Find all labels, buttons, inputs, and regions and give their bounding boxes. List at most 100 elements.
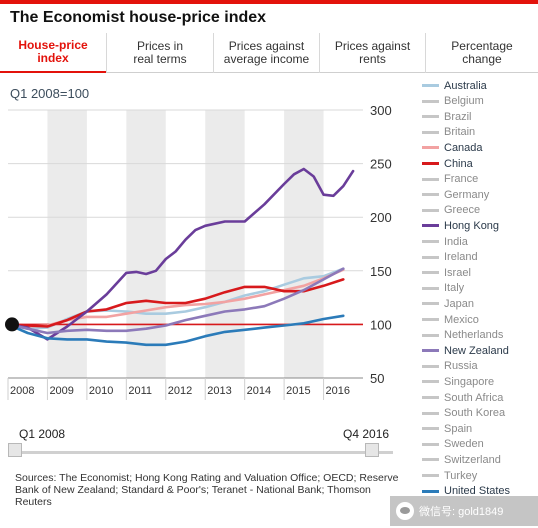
line-chart: 50 100 150 200 250 300 2008 2009 2010 2011 2012 201… (5, 103, 392, 400)
legend-item-britain[interactable]: Britain (422, 125, 538, 140)
legend-swatch (422, 489, 439, 493)
slider-start-label: Q1 2008 (19, 427, 66, 441)
legend-swatch (422, 302, 439, 306)
legend-item-new-zealand[interactable]: New Zealand (422, 343, 538, 358)
tab-prices-against-income[interactable]: Prices against average income (213, 33, 319, 73)
year-band (284, 110, 324, 378)
legend-item-russia[interactable]: Russia (422, 359, 538, 374)
tab-label: Percentage change (451, 39, 513, 66)
legend-swatch (422, 146, 439, 150)
legend-swatch (422, 458, 439, 462)
legend-label: China (444, 157, 473, 170)
legend-item-sweden[interactable]: Sweden (422, 437, 538, 452)
y-tick-label: 100 (370, 317, 392, 332)
x-tick-label: 2008 (10, 385, 34, 397)
legend-label: Hong Kong (444, 219, 500, 232)
x-tick-label: 2012 (168, 385, 192, 397)
legend-label: Singapore (444, 375, 495, 388)
legend-swatch (422, 286, 439, 290)
legend-swatch (422, 364, 439, 368)
slider-start-handle[interactable] (8, 443, 22, 457)
legend-item-singapore[interactable]: Singapore (422, 374, 538, 389)
legend-item-japan[interactable]: Japan (422, 296, 538, 311)
tab-prices-against-rents[interactable]: Prices against rents (319, 33, 425, 73)
legend-item-turkey[interactable]: Turkey (422, 468, 538, 483)
slider-end-label: Q4 2016 (343, 427, 390, 441)
legend-swatch (422, 349, 439, 353)
legend-item-belgium[interactable]: Belgium (422, 94, 538, 109)
legend-label: Switzerland (444, 453, 501, 466)
legend-label: Canada (444, 141, 483, 154)
x-tick-label: 2016 (326, 385, 350, 397)
year-band (126, 110, 166, 378)
x-tick-label: 2014 (247, 385, 271, 397)
y-tick-label: 250 (370, 157, 392, 172)
legend-swatch (422, 396, 439, 399)
legend-item-israel[interactable]: Israel (422, 265, 538, 280)
legend-item-brazil[interactable]: Brazil (422, 109, 538, 124)
legend-label: Spain (444, 422, 473, 435)
legend-label: Sweden (444, 438, 484, 451)
slider-track[interactable] (15, 451, 393, 454)
tab-percentage-change[interactable]: Percentage change (425, 33, 538, 73)
legend-swatch (422, 162, 439, 165)
legend-label: Ireland (444, 251, 478, 264)
legend-label: Belgium (444, 95, 484, 108)
legend-item-china[interactable]: China (422, 156, 538, 171)
series-line-new-zealand (6, 267, 345, 335)
y-tick-label: 300 (370, 103, 392, 118)
legend-item-germany[interactable]: Germany (422, 187, 538, 202)
legend-swatch (422, 427, 439, 431)
legend-item-france[interactable]: France (422, 172, 538, 187)
x-tick-label: 2013 (207, 385, 231, 397)
legend-swatch (422, 130, 439, 134)
wechat-icon (396, 502, 414, 520)
legend-label: Brazil (444, 110, 472, 123)
x-tick-label: 2010 (89, 385, 113, 397)
watermark-text: 微信号: gold1849 (419, 506, 504, 518)
tab-label: Prices against average income (223, 39, 310, 66)
legend-item-mexico[interactable]: Mexico (422, 312, 538, 327)
legend-label: Germany (444, 188, 490, 201)
legend-item-south-africa[interactable]: South Africa (422, 390, 538, 405)
legend-item-spain[interactable]: Spain (422, 421, 538, 436)
legend-swatch (422, 474, 439, 477)
legend-swatch (422, 411, 439, 415)
header: The Economist house-price index (0, 0, 538, 32)
legend-label: India (444, 235, 468, 248)
tab-bar: House-price index Prices in real terms P… (0, 33, 538, 73)
legend-label: Italy (444, 282, 465, 295)
legend-item-italy[interactable]: Italy (422, 281, 538, 296)
legend-item-australia[interactable]: Australia (422, 78, 538, 93)
legend-item-switzerland[interactable]: Switzerland (422, 452, 538, 467)
legend-item-greece[interactable]: Greece (422, 203, 538, 218)
legend-swatch (422, 240, 439, 243)
legend-item-ireland[interactable]: Ireland (422, 250, 538, 265)
legend-item-united-states[interactable]: United States (422, 484, 538, 499)
start-marker (5, 317, 19, 332)
legend-label: France (444, 173, 479, 186)
legend-item-netherlands[interactable]: Netherlands (422, 328, 538, 343)
tab-label: Prices against rents (334, 39, 411, 66)
tab-prices-in-real-terms[interactable]: Prices in real terms (106, 33, 213, 73)
y-tick-label: 200 (370, 210, 392, 225)
legend-item-canada[interactable]: Canada (422, 140, 538, 155)
x-tick-label: 2009 (49, 385, 73, 397)
tab-label: Prices in real terms (133, 39, 187, 66)
legend-item-hong-kong[interactable]: Hong Kong (422, 218, 538, 233)
legend-swatch (422, 442, 439, 446)
legend-label: Turkey (444, 469, 478, 482)
x-tick-label: 2015 (286, 385, 310, 397)
slider-end-handle[interactable] (365, 443, 379, 457)
page-title: The Economist house-price index (10, 9, 267, 26)
legend-item-india[interactable]: India (422, 234, 538, 249)
legend-label: Israel (444, 266, 471, 279)
legend-label: Netherlands (444, 329, 504, 342)
tab-house-price-index[interactable]: House-price index (0, 33, 106, 73)
legend-swatch (422, 380, 439, 384)
legend-swatch (422, 193, 439, 197)
series-line-china (6, 278, 345, 328)
legend-label: United States (444, 485, 511, 498)
legend-item-south-korea[interactable]: South Korea (422, 406, 538, 421)
legend-swatch (422, 271, 439, 275)
